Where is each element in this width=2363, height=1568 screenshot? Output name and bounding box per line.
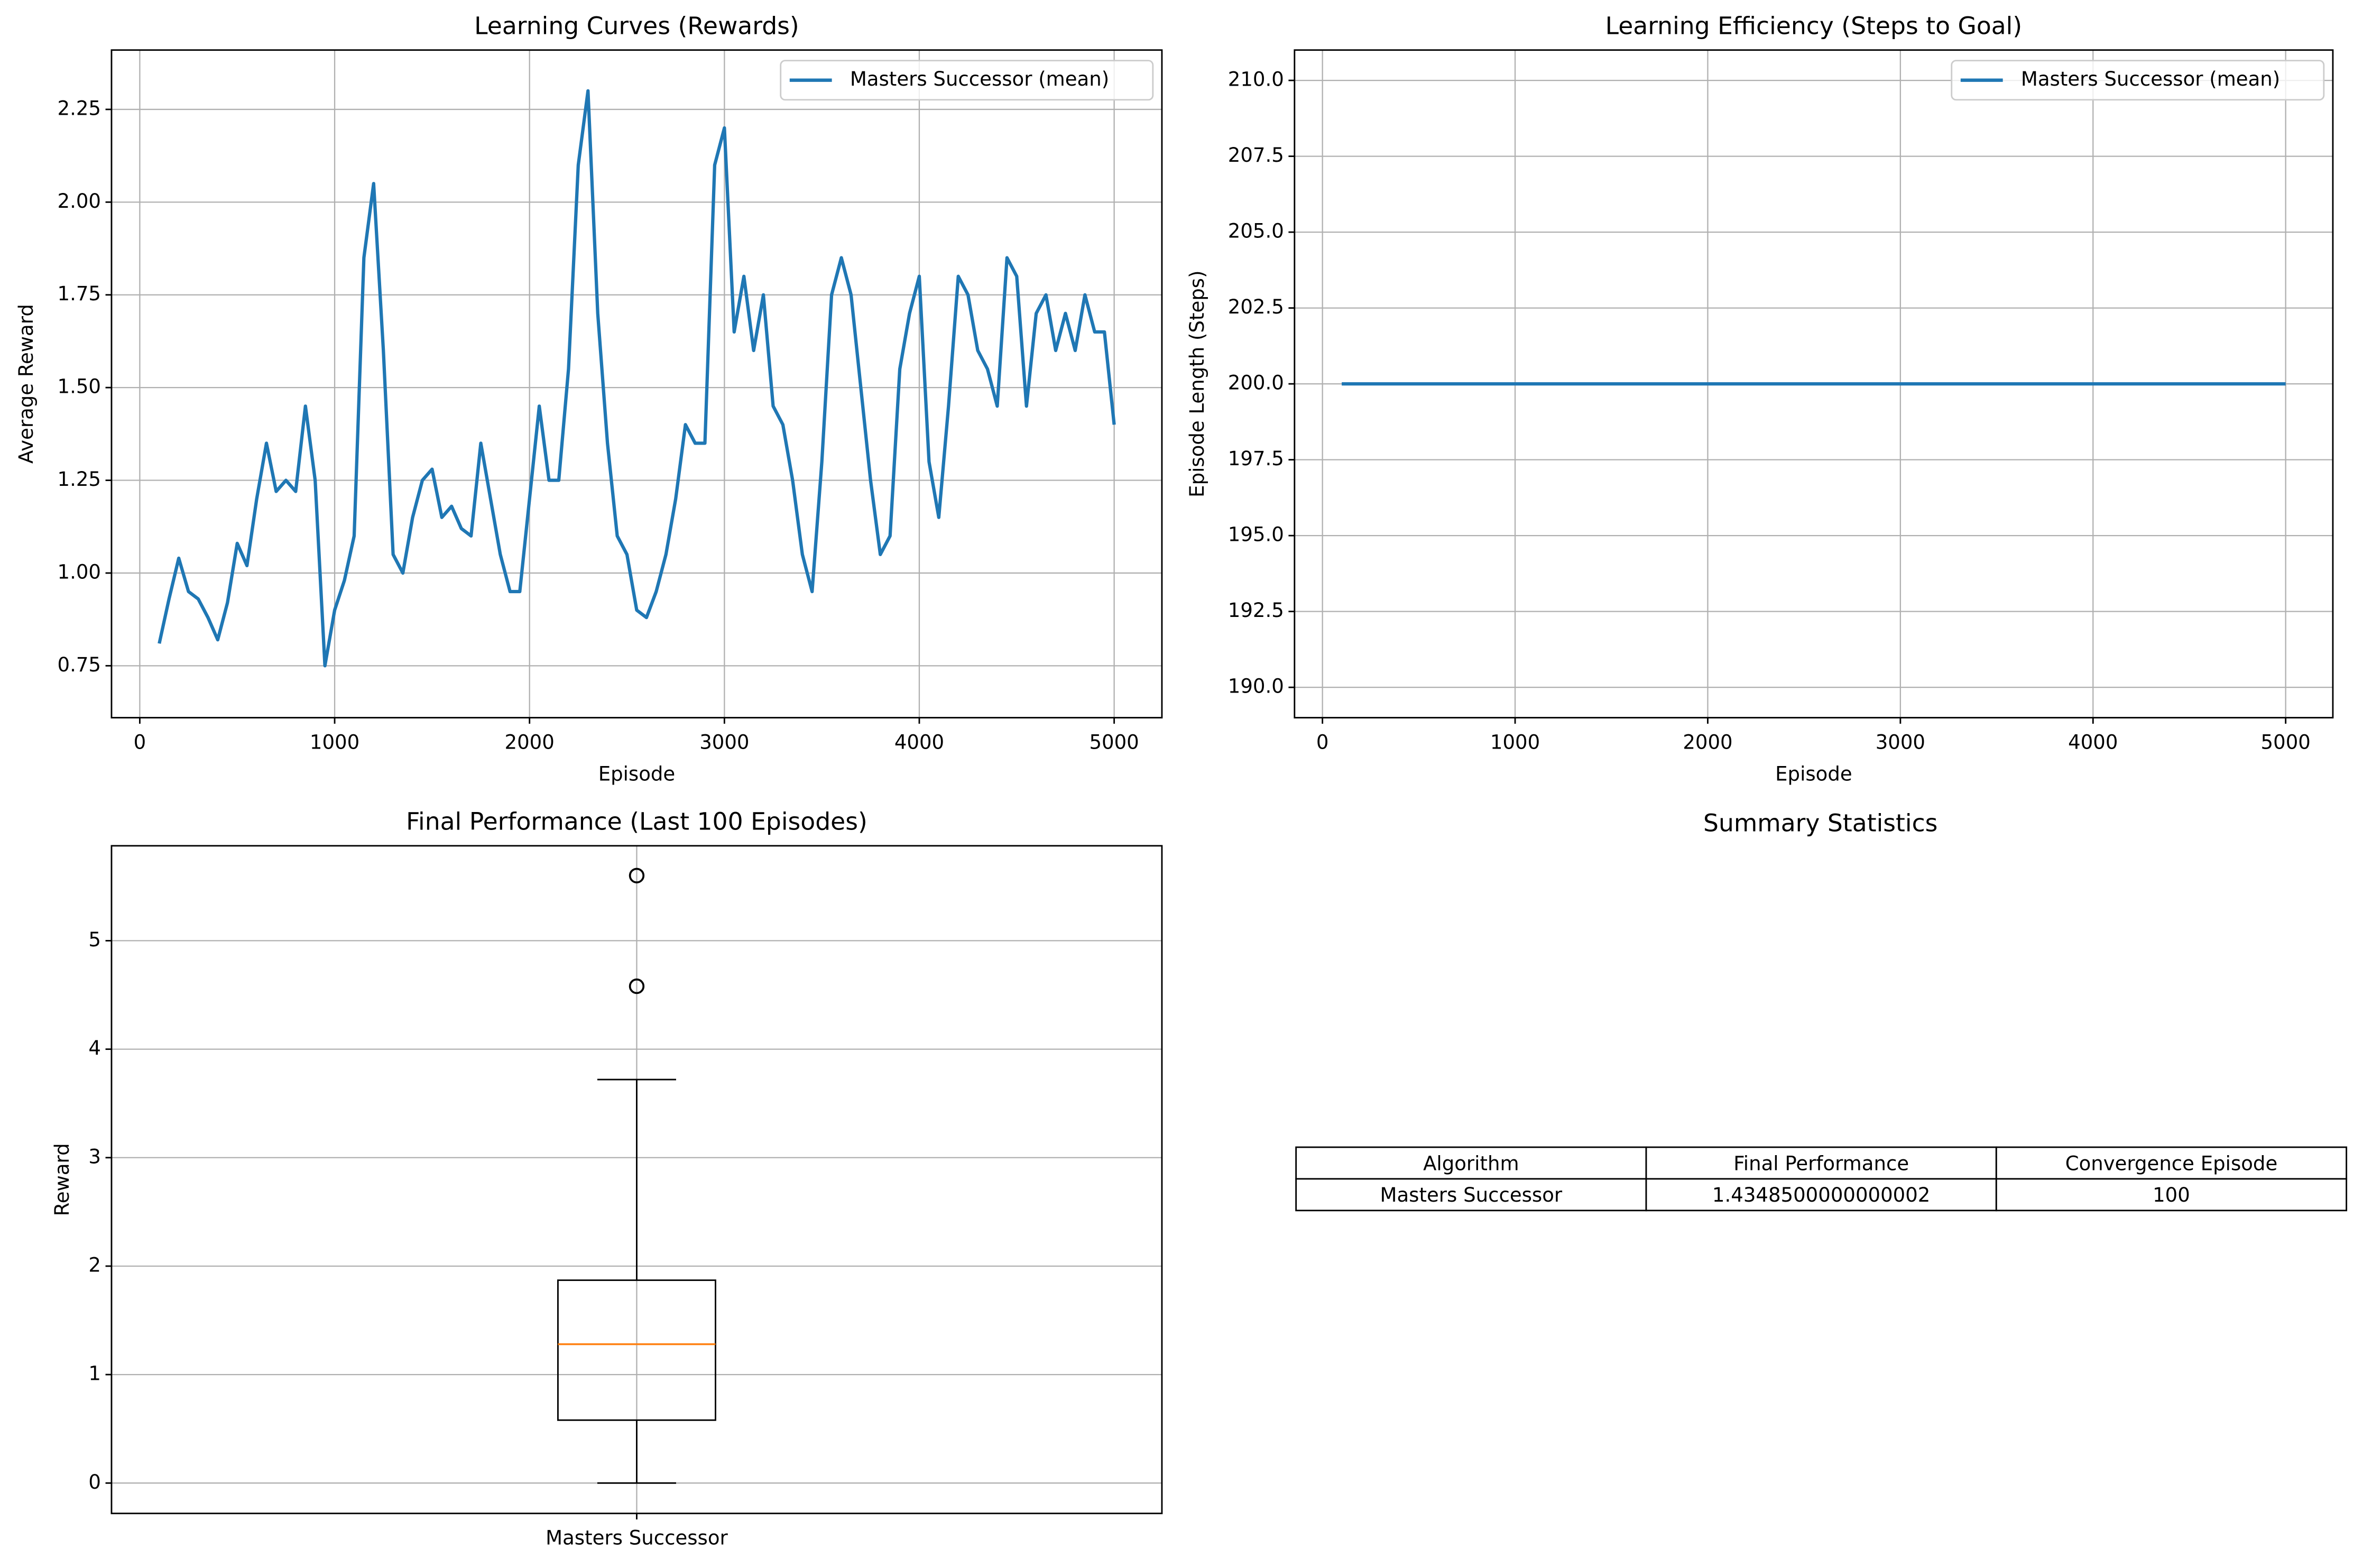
y-axis-label: Episode Length (Steps): [1186, 270, 1208, 497]
table-cell-text: 100: [2153, 1184, 2190, 1206]
y-tick-label: 0: [88, 1471, 101, 1493]
table-title: Summary Statistics: [1703, 809, 1937, 837]
y-tick-label: 190.0: [1228, 675, 1284, 698]
table-cell: [1645, 1178, 1997, 1212]
chart-title: Learning Curves (Rewards): [474, 12, 799, 40]
y-tick-label: 2.00: [58, 190, 101, 213]
legend-label: Masters Successor (mean): [2021, 68, 2280, 90]
flier: [629, 978, 645, 994]
x-tick-label: 1000: [310, 731, 359, 754]
table-header: Convergence Episode: [2065, 1152, 2278, 1175]
x-tick-label: 4000: [894, 731, 944, 754]
y-tick-label: 192.5: [1228, 599, 1284, 622]
y-tick-label: 1.75: [58, 282, 101, 305]
y-tick-label: 4: [88, 1037, 101, 1059]
table-cell: [1645, 1146, 1997, 1180]
table-header: Algorithm: [1423, 1152, 1519, 1175]
y-axis-label: Average Reward: [15, 304, 38, 464]
y-tick-label: 207.5: [1228, 144, 1284, 167]
table-cell: [1995, 1146, 2348, 1180]
plot-frame: [110, 845, 1163, 1515]
table-header: Final Performance: [1733, 1152, 1909, 1175]
chart-title: Final Performance (Last 100 Episodes): [406, 808, 867, 836]
y-tick-label: 2.25: [58, 97, 101, 119]
y-tick-label: 197.5: [1228, 447, 1284, 470]
box: [557, 1279, 716, 1421]
y-tick-label: 210.0: [1228, 68, 1284, 91]
y-tick-label: 195.0: [1228, 523, 1284, 546]
y-tick-label: 1.25: [58, 468, 101, 491]
table-cell-text: 1.4348500000000002: [1712, 1184, 1930, 1206]
x-tick-label: 2000: [1683, 731, 1732, 754]
x-tick-label: 3000: [699, 731, 749, 754]
y-tick-label: 1.50: [58, 375, 101, 398]
x-tick-label: 3000: [1876, 731, 1925, 754]
x-tick-label: Masters Successor: [546, 1527, 728, 1549]
y-tick-label: 5: [88, 928, 101, 951]
line-series: [158, 89, 1116, 668]
table-cell: [1995, 1178, 2348, 1212]
y-tick-label: 0.75: [58, 653, 101, 676]
plot-frame: [110, 49, 1163, 718]
x-tick-label: 4000: [2068, 731, 2118, 754]
y-tick-label: 1.00: [58, 560, 101, 583]
plot-frame: [1294, 49, 2334, 718]
chart-title: Learning Efficiency (Steps to Goal): [1605, 12, 2023, 40]
x-axis-label: Episode: [1775, 762, 1852, 785]
legend-label: Masters Successor (mean): [850, 68, 1109, 90]
table-cell: [1295, 1178, 1647, 1212]
x-tick-label: 5000: [2261, 731, 2311, 754]
y-tick-label: 3: [88, 1145, 101, 1168]
x-tick-label: 2000: [505, 731, 555, 754]
table-cell-text: Masters Successor: [1380, 1184, 1563, 1206]
x-axis-label: Episode: [598, 762, 676, 785]
legend-box: [780, 60, 1154, 101]
legend-box: [1951, 60, 2325, 101]
y-axis-label: Reward: [51, 1143, 73, 1216]
y-tick-label: 200.0: [1228, 372, 1284, 394]
flier: [629, 868, 645, 883]
y-tick-label: 205.0: [1228, 220, 1284, 243]
y-tick-label: 202.5: [1228, 296, 1284, 318]
y-tick-label: 2: [88, 1253, 101, 1276]
y-tick-label: 1: [88, 1362, 101, 1385]
x-tick-label: 1000: [1490, 731, 1540, 754]
x-tick-label: 5000: [1089, 731, 1139, 754]
x-tick-label: 0: [134, 731, 146, 754]
x-tick-label: 0: [1316, 731, 1329, 754]
